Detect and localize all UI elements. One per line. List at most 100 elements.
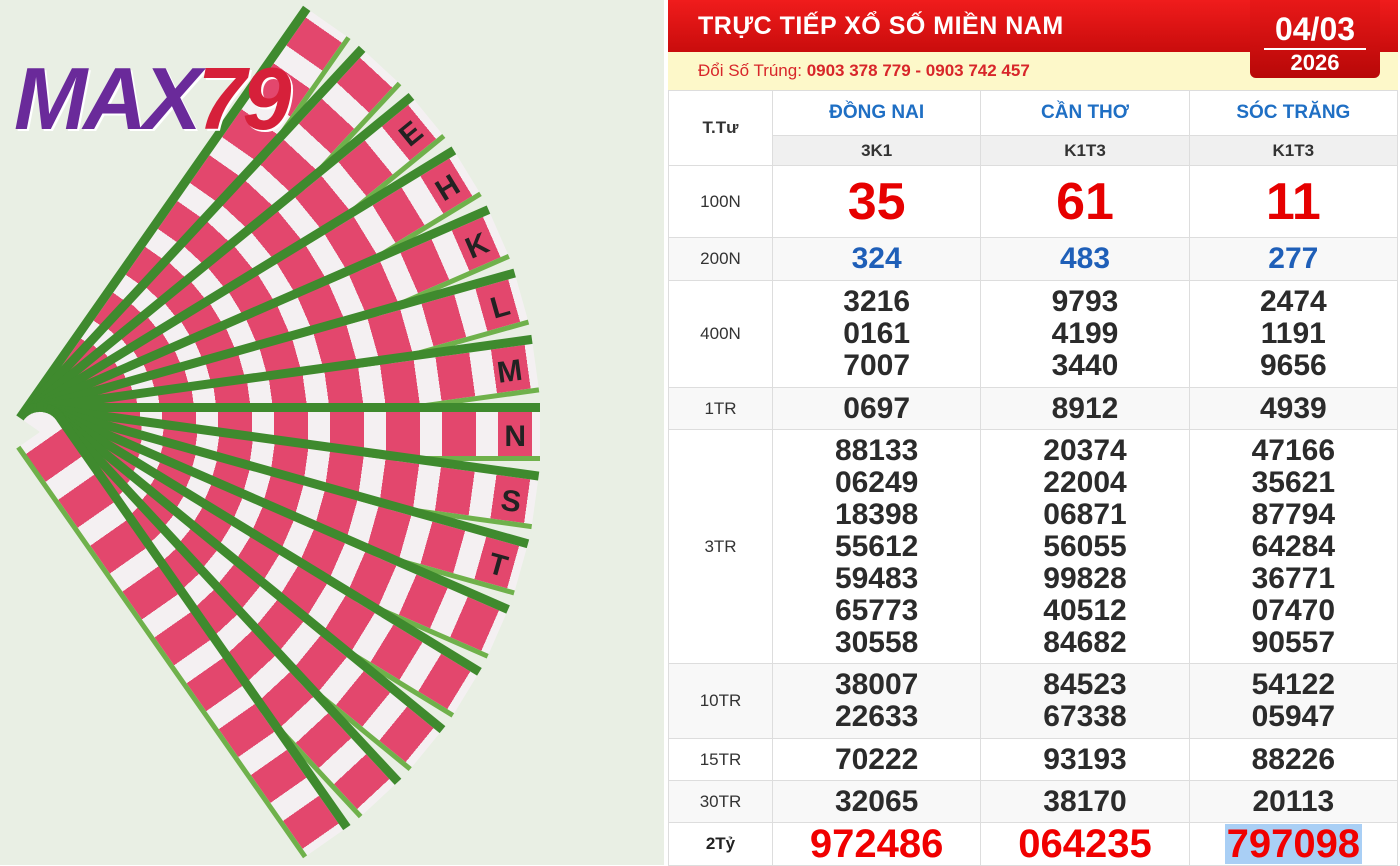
prize-label: 3TR (668, 429, 773, 664)
prize-cell: 11 (1188, 165, 1399, 238)
winning-number: 84523 (1043, 668, 1127, 701)
prize-cell: 54122 05947 (1188, 663, 1399, 739)
prize-cell: 93193 (980, 738, 1190, 781)
prize-label: 15TR (668, 738, 773, 781)
winning-number: 7007 (843, 349, 911, 382)
winning-number: 90557 (1251, 625, 1336, 659)
province-row: T.Tư ĐỒNG NAI CẦN THƠ SÓC TRĂNG (668, 90, 1399, 166)
province-name: CẦN THƠ (980, 90, 1190, 136)
winning-number: 88133 (834, 433, 919, 467)
prize-cell: 8912 (980, 387, 1190, 430)
winning-number: 797098 (1224, 822, 1363, 866)
winning-number: 0697 (843, 391, 911, 425)
winning-number: 07470 (1251, 593, 1336, 627)
province-code: K1T3 (980, 135, 1190, 166)
prize-row: 10TR 38007 22633 84523 67338 54122 05947 (668, 663, 1399, 739)
prize-cell: 38170 (980, 780, 1190, 823)
date-badge: 04/03 2026 (1250, 0, 1380, 78)
prize-cell: 0697 (771, 387, 982, 430)
winning-number: 38170 (1043, 784, 1127, 818)
winning-number: 56055 (1043, 529, 1127, 563)
ticket-letter: N (504, 420, 526, 453)
prize-cell: 064235 (980, 822, 1190, 866)
ticket-letter: M (495, 353, 525, 390)
winning-number: 9656 (1259, 349, 1327, 382)
results-table: T.Tư ĐỒNG NAI CẦN THƠ SÓC TRĂNG 3K1 K1T3… (668, 90, 1399, 866)
date-year: 2026 (1290, 50, 1340, 75)
prize-cell: 3216 0161 7007 (771, 280, 982, 388)
prize-label: 100N (668, 165, 773, 238)
winning-number: 06249 (834, 465, 919, 499)
contact-label: Đổi Số Trúng: (698, 61, 802, 80)
winning-number: 59483 (834, 561, 919, 595)
winning-number: 3216 (843, 285, 911, 318)
province-code: K1T3 (1188, 135, 1399, 166)
prize-row: 15TR 70222 93193 88226 (668, 738, 1399, 781)
winning-number: 35621 (1251, 465, 1336, 499)
prize-cell: 324 (771, 237, 982, 281)
winning-number: 972486 (809, 822, 944, 866)
ticket-letter: E (393, 114, 430, 154)
province-code: 3K1 (771, 135, 982, 166)
prize-label: 400N (668, 280, 773, 388)
winning-number: 06871 (1043, 497, 1127, 531)
winning-number: 22633 (834, 700, 919, 733)
prize-row: 1TR 0697 8912 4939 (668, 387, 1399, 430)
winning-number: 36771 (1251, 561, 1336, 595)
winning-number: 8912 (1051, 391, 1119, 425)
prize-row: 100N 35 61 11 (668, 165, 1399, 238)
code-row: 3K1 K1T3 K1T3 (669, 135, 1399, 166)
ticket-letter: K (460, 226, 494, 266)
prize-cell: 88226 (1188, 738, 1399, 781)
contact-phones: 0903 378 779 - 0903 742 457 (806, 61, 1030, 80)
winning-number: 20113 (1252, 784, 1335, 818)
winning-number: 11 (1265, 172, 1321, 231)
winning-number: 32065 (834, 784, 919, 818)
winning-number: 3440 (1051, 349, 1119, 382)
prize-row: 200N 324 483 277 (668, 237, 1399, 281)
winning-number: 64284 (1251, 529, 1336, 563)
prize-cell: 20374 22004 06871 56055 99828 40512 84682 (980, 429, 1190, 664)
prize-cell: 483 (980, 237, 1190, 281)
prize-cell: 9793 4199 3440 (980, 280, 1190, 388)
winning-number: 2474 (1259, 285, 1327, 318)
winning-number: 1191 (1260, 317, 1326, 350)
winning-number: 30558 (834, 625, 919, 659)
prize-row: 30TR 32065 38170 20113 (668, 780, 1399, 823)
province-name: ĐỒNG NAI (771, 90, 982, 136)
winning-number: 05947 (1251, 700, 1336, 733)
prize-cell: 35 (771, 165, 982, 238)
prize-cell: 972486 (771, 822, 982, 866)
ticket-letter: T (484, 547, 512, 584)
winning-number: 277 (1268, 242, 1319, 275)
day-label: T.Tư (668, 90, 773, 166)
winning-number: 35 (847, 172, 906, 231)
prize-cell: 38007 22633 (771, 663, 982, 739)
prize-cell: 70222 (771, 738, 982, 781)
winning-number: 40512 (1043, 593, 1127, 627)
prize-label: 1TR (668, 387, 773, 430)
prize-label: 30TR (668, 780, 773, 823)
prize-label: 10TR (668, 663, 773, 739)
ticket-letter: L (486, 288, 514, 326)
province-name: SÓC TRĂNG (1188, 90, 1399, 136)
winning-number: 064235 (1018, 822, 1152, 866)
prize-label: 2Tỷ (668, 822, 773, 866)
prize-row: 400N 3216 0161 7007 9793 4199 3440 2474 1191 9656 (668, 280, 1399, 388)
winning-number: 47166 (1251, 433, 1336, 467)
prize-cell: 88133 06249 18398 55612 59483 65773 30558 (771, 429, 982, 664)
ticket-letter: S (498, 483, 524, 520)
prize-cell: 20113 (1188, 780, 1399, 823)
winning-number: 55612 (834, 529, 919, 563)
prize-cell: 2474 1191 9656 (1188, 280, 1399, 388)
prize-cell: 4939 (1188, 387, 1399, 430)
max79-logo: MAX79 (14, 49, 291, 148)
prize-row: 3TR 88133 06249 18398 55612 59483 65773 30558 20… (668, 429, 1399, 664)
winning-number: 483 (1059, 242, 1111, 275)
winning-number: 9793 (1051, 285, 1119, 318)
prize-cell: 32065 (771, 780, 982, 823)
winning-number: 38007 (834, 668, 919, 701)
prize-cell: 61 (980, 165, 1190, 238)
winning-number: 18398 (834, 497, 919, 531)
prize-row: 2Tỷ 972486 064235 797098 (668, 822, 1399, 866)
